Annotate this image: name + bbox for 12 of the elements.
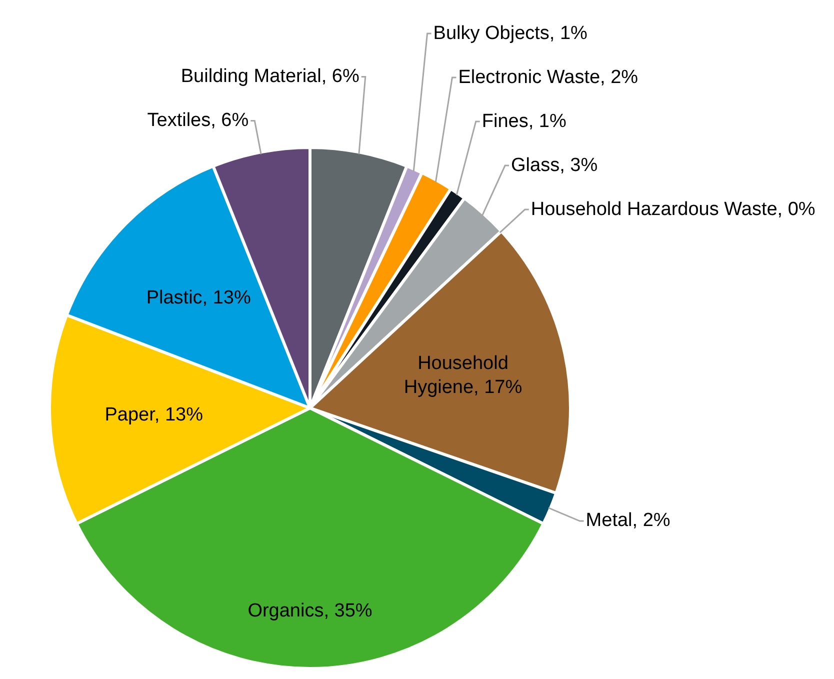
- slice-label: Organics, 35%: [248, 600, 372, 622]
- legend-label: Household Hazardous Waste, 0%: [530, 198, 816, 220]
- slice-label: Paper, 13%: [104, 404, 204, 426]
- slice-label: Glass, 3%: [511, 154, 598, 176]
- slice-label: Metal, 2%: [586, 510, 670, 532]
- slice-label: Textiles, 6%: [147, 110, 249, 132]
- slice-label: Electronic Waste, 2%: [458, 66, 638, 88]
- slice-label: Fines, 1%: [482, 110, 566, 132]
- slice-label: Bulky Objects, 1%: [433, 22, 588, 44]
- slice-label: Building Material, 6%: [180, 66, 360, 88]
- slice-label: Household Hygiene, 17%: [404, 353, 522, 398]
- slice-label: Plastic, 13%: [146, 288, 251, 309]
